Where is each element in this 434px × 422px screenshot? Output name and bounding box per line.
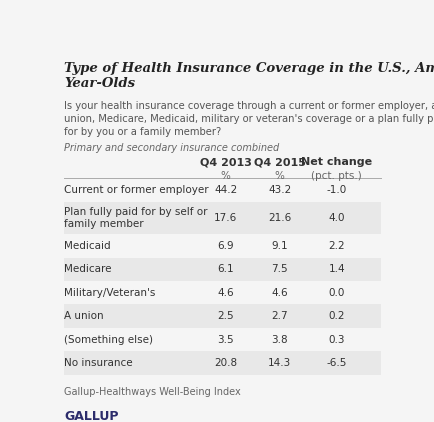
FancyBboxPatch shape: [64, 281, 381, 304]
Text: 21.6: 21.6: [268, 213, 291, 223]
Text: 4.6: 4.6: [217, 288, 234, 298]
Text: Q4 2013: Q4 2013: [200, 157, 252, 167]
Text: 14.3: 14.3: [268, 358, 291, 368]
Text: Gallup-Healthways Well-Being Index: Gallup-Healthways Well-Being Index: [64, 387, 241, 397]
Text: 2.5: 2.5: [217, 311, 234, 321]
Text: No insurance: No insurance: [64, 358, 133, 368]
Text: 0.0: 0.0: [329, 288, 345, 298]
Text: Current or former employer: Current or former employer: [64, 185, 209, 195]
FancyBboxPatch shape: [64, 351, 381, 375]
Text: 3.5: 3.5: [217, 335, 234, 344]
Text: (Something else): (Something else): [64, 335, 153, 344]
FancyBboxPatch shape: [64, 257, 381, 281]
Text: 0.2: 0.2: [329, 311, 345, 321]
Text: Plan fully paid for by self or
family member: Plan fully paid for by self or family me…: [64, 207, 208, 229]
Text: Type of Health Insurance Coverage in the U.S., Among 18- to 64-
Year-Olds: Type of Health Insurance Coverage in the…: [64, 62, 434, 90]
FancyBboxPatch shape: [64, 202, 381, 234]
FancyBboxPatch shape: [64, 234, 381, 257]
Text: 43.2: 43.2: [268, 185, 291, 195]
Text: Is your health insurance coverage through a current or former employer, a
union,: Is your health insurance coverage throug…: [64, 101, 434, 138]
Text: (pct. pts.): (pct. pts.): [312, 171, 362, 181]
Text: Medicare: Medicare: [64, 264, 112, 274]
Text: 9.1: 9.1: [271, 241, 288, 251]
Text: 0.3: 0.3: [329, 335, 345, 344]
Text: 6.9: 6.9: [217, 241, 234, 251]
FancyBboxPatch shape: [64, 179, 381, 202]
Text: %: %: [275, 171, 285, 181]
Text: 20.8: 20.8: [214, 358, 237, 368]
Text: A union: A union: [64, 311, 104, 321]
Text: 4.0: 4.0: [329, 213, 345, 223]
Text: Net change: Net change: [301, 157, 372, 167]
FancyBboxPatch shape: [64, 304, 381, 328]
Text: 7.5: 7.5: [271, 264, 288, 274]
Text: Medicaid: Medicaid: [64, 241, 111, 251]
Text: Military/Veteran's: Military/Veteran's: [64, 288, 156, 298]
Text: 2.2: 2.2: [329, 241, 345, 251]
Text: 4.6: 4.6: [271, 288, 288, 298]
Text: %: %: [221, 171, 231, 181]
Text: -6.5: -6.5: [327, 358, 347, 368]
Text: 44.2: 44.2: [214, 185, 237, 195]
Text: 3.8: 3.8: [271, 335, 288, 344]
Text: 6.1: 6.1: [217, 264, 234, 274]
Text: 2.7: 2.7: [271, 311, 288, 321]
FancyBboxPatch shape: [64, 328, 381, 351]
Text: GALLUP: GALLUP: [64, 410, 119, 422]
Text: 17.6: 17.6: [214, 213, 237, 223]
Text: Primary and secondary insurance combined: Primary and secondary insurance combined: [64, 143, 279, 153]
Text: Q4 2015: Q4 2015: [253, 157, 306, 167]
Text: 1.4: 1.4: [329, 264, 345, 274]
Text: -1.0: -1.0: [327, 185, 347, 195]
